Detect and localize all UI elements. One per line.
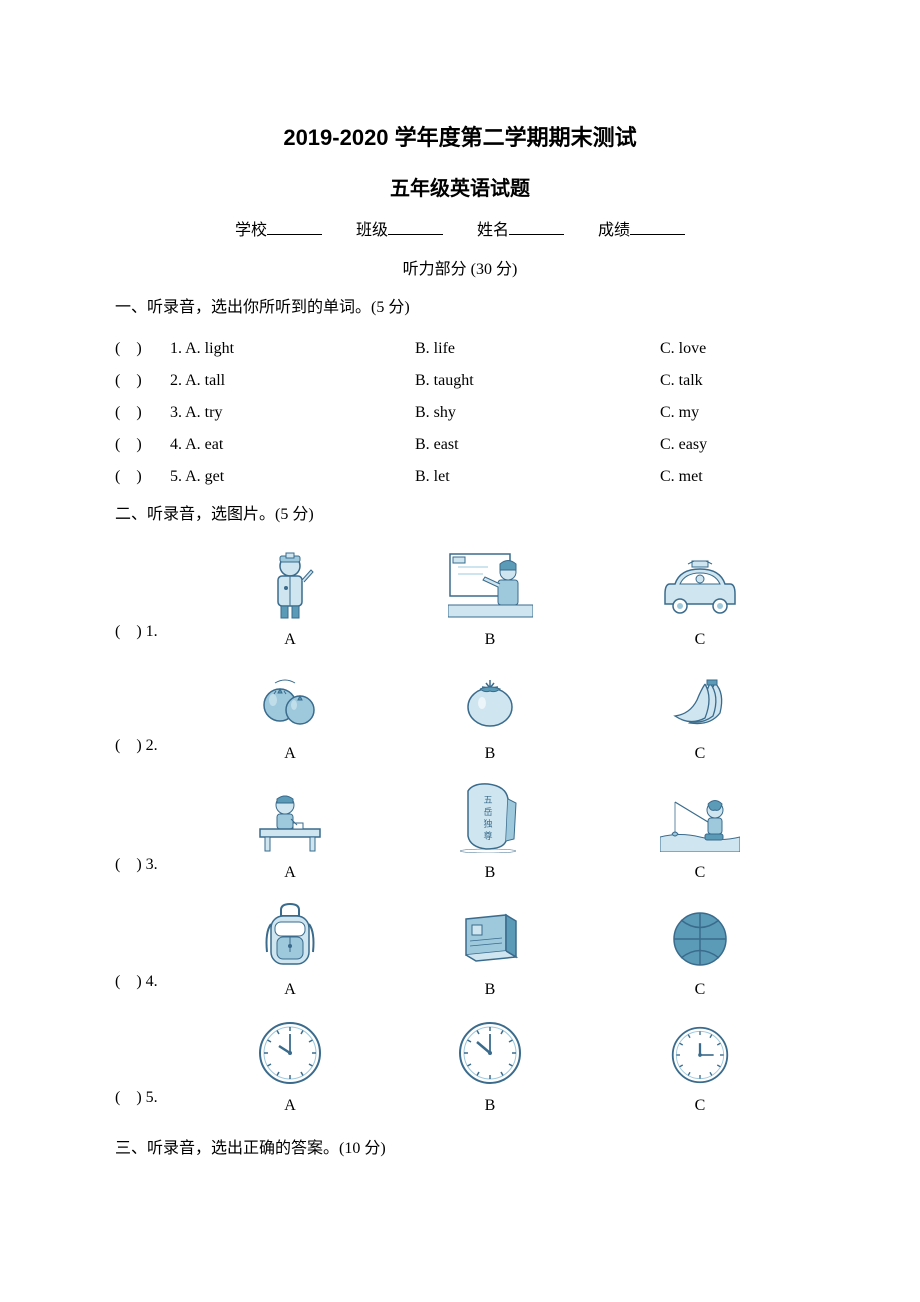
pic-cell-b: B xyxy=(390,1017,590,1115)
pic-cell-a: A xyxy=(190,900,390,999)
mc-option-c: C. my xyxy=(660,397,805,429)
pic-label-b: B xyxy=(390,745,590,763)
pic-cell-c: C xyxy=(600,553,800,649)
svg-text:五: 五 xyxy=(483,795,492,805)
mc-option-a: 1. A. light xyxy=(170,333,415,365)
doctor-icon xyxy=(263,548,318,620)
section3-instruction: 三、听录音，选出正确的答案。(10 分) xyxy=(115,1135,805,1164)
stone-monument-icon: 五 岳 独 尊 xyxy=(458,781,523,853)
clock-icon xyxy=(457,1020,523,1086)
backpack-icon xyxy=(261,902,319,970)
taxi-icon xyxy=(660,559,740,619)
section1-instruction: 一、听录音，选出你所听到的单词。(5 分) xyxy=(115,294,805,323)
blank-score xyxy=(630,234,685,235)
mc-option-b: B. east xyxy=(415,429,660,461)
pic-cell-b: B xyxy=(390,667,590,763)
pic-label-a: A xyxy=(190,631,390,649)
mc-row: ( ) 2. A. tall B. taught C. talk xyxy=(115,365,805,397)
pic-cell-c: C xyxy=(600,1019,800,1115)
pic-cell-c: C xyxy=(600,786,800,882)
clock-icon xyxy=(257,1020,323,1086)
mc-row: ( ) 5. A. get B. let C. met xyxy=(115,461,805,493)
pic-label-b: B xyxy=(390,981,590,999)
pic-label-a: A xyxy=(190,864,390,882)
pic-label-a: A xyxy=(190,745,390,763)
mc-option-c: C. love xyxy=(660,333,805,365)
mc-row: ( ) 4. A. eat B. east C. easy xyxy=(115,429,805,461)
mc-row: ( ) 3. A. try B. shy C. my xyxy=(115,397,805,429)
blank-school xyxy=(267,234,322,235)
mc-option-c: C. easy xyxy=(660,429,805,461)
pic-cell-c: C xyxy=(600,667,800,763)
clock-icon xyxy=(670,1025,730,1085)
svg-text:独: 独 xyxy=(483,818,492,829)
mc-prefix: ( ) xyxy=(115,461,170,493)
label-name: 姓名 xyxy=(477,222,509,239)
svg-text:岳: 岳 xyxy=(483,806,492,817)
mc-option-c: C. met xyxy=(660,461,805,493)
mc-prefix: ( ) xyxy=(115,365,170,397)
mc-prefix: ( ) xyxy=(115,429,170,461)
pic-label-b: B xyxy=(390,631,590,649)
pic-row: ( ) 3. A 五 岳 独 尊 xyxy=(115,781,805,882)
pic-prefix: ( ) 2. xyxy=(115,731,190,763)
mc-row: ( ) 1. A. light B. life C. love xyxy=(115,333,805,365)
tomato-icon xyxy=(460,675,520,730)
blank-class xyxy=(388,234,443,235)
mc-option-a: 4. A. eat xyxy=(170,429,415,461)
blank-name xyxy=(509,234,564,235)
mc-prefix: ( ) xyxy=(115,397,170,429)
mc-option-a: 3. A. try xyxy=(170,397,415,429)
pic-cell-a: A xyxy=(190,786,390,882)
listening-section-title: 听力部分 (30 分) xyxy=(115,255,805,279)
mc-option-a: 5. A. get xyxy=(170,461,415,493)
pic-label-b: B xyxy=(390,864,590,882)
mc-prefix: ( ) xyxy=(115,333,170,365)
bananas-icon xyxy=(665,678,735,728)
mc-option-b: B. taught xyxy=(415,365,660,397)
pic-row: ( ) 1. A xyxy=(115,548,805,649)
student-desk-icon xyxy=(255,791,325,853)
fishing-girl-icon xyxy=(660,792,740,852)
student-info-row: 学校 班级 姓名 成绩 xyxy=(115,216,805,240)
pic-label-b: B xyxy=(390,1097,590,1115)
pic-cell-b: B xyxy=(390,903,590,999)
label-school: 学校 xyxy=(235,222,267,239)
pic-row: ( ) 4. A xyxy=(115,900,805,999)
pic-prefix: ( ) 3. xyxy=(115,850,190,882)
pic-label-c: C xyxy=(600,631,800,649)
pic-label-c: C xyxy=(600,1097,800,1115)
mc-option-b: B. life xyxy=(415,333,660,365)
exam-title: 2019-2020 学年度第二学期期末测试 xyxy=(115,120,805,152)
pic-row: ( ) 2. A B xyxy=(115,667,805,763)
teacher-icon xyxy=(448,552,533,620)
mc-option-c: C. talk xyxy=(660,365,805,397)
pic-cell-c: C xyxy=(600,903,800,999)
mc-option-b: B. shy xyxy=(415,397,660,429)
blueberries-icon xyxy=(255,675,325,730)
exam-subtitle: 五年级英语试题 xyxy=(115,172,805,201)
pic-cell-a: A xyxy=(190,1017,390,1115)
pic-label-c: C xyxy=(600,745,800,763)
pic-cell-a: A xyxy=(190,548,390,649)
basketball-icon xyxy=(671,910,729,968)
pic-row: ( ) 5. A xyxy=(115,1017,805,1115)
svg-text:尊: 尊 xyxy=(483,830,492,841)
pic-label-c: C xyxy=(600,981,800,999)
pic-label-c: C xyxy=(600,864,800,882)
book-icon xyxy=(458,911,523,966)
label-score: 成绩 xyxy=(598,222,630,239)
pic-cell-b: B xyxy=(390,550,590,649)
pic-cell-b: 五 岳 独 尊 B xyxy=(390,781,590,882)
pic-prefix: ( ) 4. xyxy=(115,967,190,999)
pic-prefix: ( ) 1. xyxy=(115,617,190,649)
label-class: 班级 xyxy=(356,222,388,239)
pic-label-a: A xyxy=(190,1097,390,1115)
pic-prefix: ( ) 5. xyxy=(115,1083,190,1115)
pic-label-a: A xyxy=(190,981,390,999)
pic-cell-a: A xyxy=(190,667,390,763)
mc-option-b: B. let xyxy=(415,461,660,493)
section2-instruction: 二、听录音，选图片。(5 分) xyxy=(115,501,805,530)
mc-option-a: 2. A. tall xyxy=(170,365,415,397)
